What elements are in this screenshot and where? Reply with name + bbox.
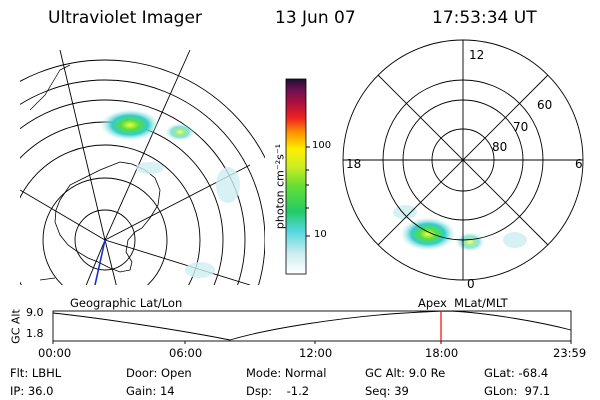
altitude-ylabel: GC Alt (9, 309, 23, 344)
mlt-label-0: 0 (467, 277, 475, 291)
altitude-xtick-1800: 18:00 (425, 346, 459, 360)
mlt-label-12: 12 (469, 48, 485, 62)
altitude-xtick-0000: 00:00 (38, 346, 72, 360)
mlat-label-80: 80 (492, 140, 508, 154)
mlat-label-60: 60 (537, 98, 553, 112)
colorbar-tick-10: 10 (314, 229, 327, 240)
ip-info: IP: 36.0 (10, 384, 54, 398)
mode-info: Mode: Normal (246, 366, 327, 380)
altitude-xtick-0600: 06:00 (169, 346, 203, 360)
seq-info: Seq: 39 (365, 384, 409, 398)
door-info: Door: Open (126, 366, 192, 380)
filter-info: Flt: LBHL (10, 366, 62, 380)
altitude-xtick-2359: 23:59 (553, 346, 587, 360)
colorbar (285, 78, 310, 275)
time-label: 17:53:34 UT (432, 8, 537, 28)
colorbar-tick-100: 100 (312, 140, 332, 151)
altitude-xtick-1200: 12:00 (299, 346, 333, 360)
polar-plot (342, 39, 584, 281)
right-projection-label: Apex MLat/MLT (418, 296, 508, 310)
colorbar-unit-label: photon cm⁻²s⁻¹ (273, 143, 287, 230)
geographic-map (20, 49, 265, 285)
gain-info: Gain: 14 (126, 384, 175, 398)
instrument-title: Ultraviolet Imager (48, 8, 202, 28)
mlt-label-6: 6 (575, 157, 583, 171)
left-projection-label: Geographic Lat/Lon (70, 296, 183, 310)
altitude-ytick-top: 9.0 (26, 306, 44, 319)
glat-info: GLat: -68.4 (484, 366, 549, 380)
coastline (54, 161, 161, 273)
mlt-label-18: 18 (346, 157, 362, 171)
altitude-ytick-bottom: 1.8 (26, 327, 44, 340)
date-label: 13 Jun 07 (275, 8, 356, 28)
mlat-label-70: 70 (513, 120, 529, 134)
altitude-plot (52, 310, 572, 344)
gc-alt-info: GC Alt: 9.0 Re (365, 366, 446, 380)
dsp-info: Dsp: -1.2 (246, 384, 310, 398)
glon-info: GLon: 97.1 (484, 384, 551, 398)
